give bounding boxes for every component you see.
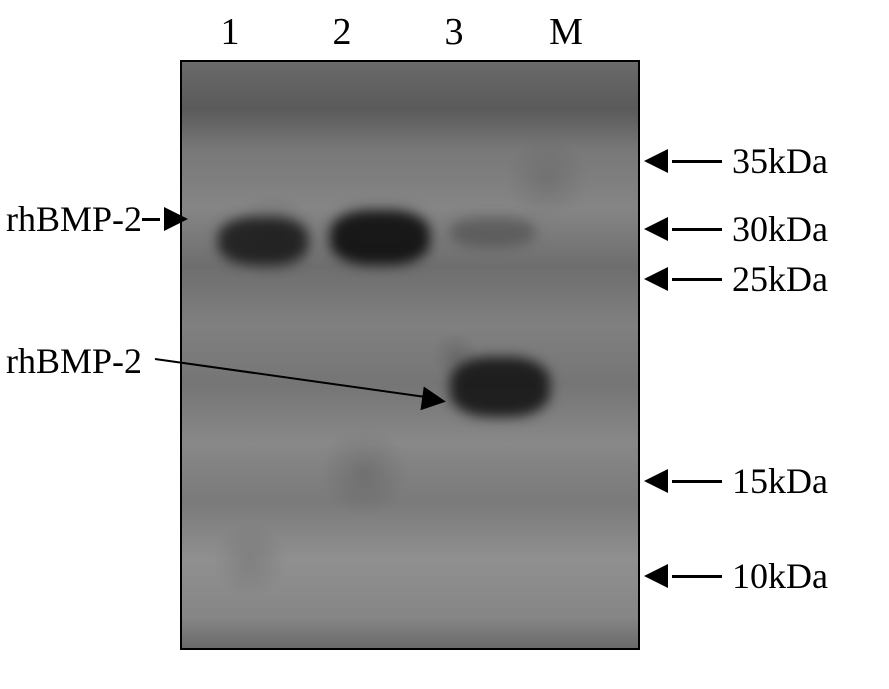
left-label-rhbmp2-upper: rhBMP-2 [6, 198, 192, 240]
marker-text-35: 35kDa [732, 140, 828, 182]
arrow-left-icon [644, 469, 668, 493]
marker-10kda: 10kDa [640, 555, 828, 597]
gel-band [450, 217, 535, 247]
line-segment [672, 228, 722, 231]
line-segment [672, 160, 722, 163]
left-label-text-upper: rhBMP-2 [6, 198, 142, 240]
marker-25kda: 25kDa [640, 258, 828, 300]
marker-text-10: 10kDa [732, 555, 828, 597]
diagonal-arrowhead-wrap [418, 388, 450, 417]
gel-noise-overlay [182, 62, 638, 648]
lane-label-M: M [536, 10, 596, 54]
arrow-left-icon [644, 217, 668, 241]
marker-text-30: 30kDa [732, 208, 828, 250]
gel-image [180, 60, 640, 650]
marker-30kda: 30kDa [640, 208, 828, 250]
left-label-rhbmp2-lower: rhBMP-2 [6, 340, 142, 382]
marker-15kda: 15kDa [640, 460, 828, 502]
marker-35kda: 35kDa [640, 140, 828, 182]
lane-labels-row: 1 2 3 M [200, 10, 596, 54]
gel-band [330, 210, 430, 265]
left-label-text-lower: rhBMP-2 [6, 340, 142, 382]
lane-label-3: 3 [424, 10, 484, 54]
arrow-right-icon [164, 207, 188, 231]
marker-text-25: 25kDa [732, 258, 828, 300]
marker-text-15: 15kDa [732, 460, 828, 502]
line-segment [142, 218, 160, 221]
arrow-left-icon [644, 564, 668, 588]
lane-label-2: 2 [312, 10, 372, 54]
line-segment [672, 575, 722, 578]
lane-label-1: 1 [200, 10, 260, 54]
arrow-left-icon [644, 267, 668, 291]
arrow-right-icon [420, 386, 447, 413]
arrow-left-icon [644, 149, 668, 173]
gel-band [218, 217, 308, 265]
gel-band [450, 357, 550, 417]
line-segment [672, 278, 722, 281]
line-segment [672, 480, 722, 483]
